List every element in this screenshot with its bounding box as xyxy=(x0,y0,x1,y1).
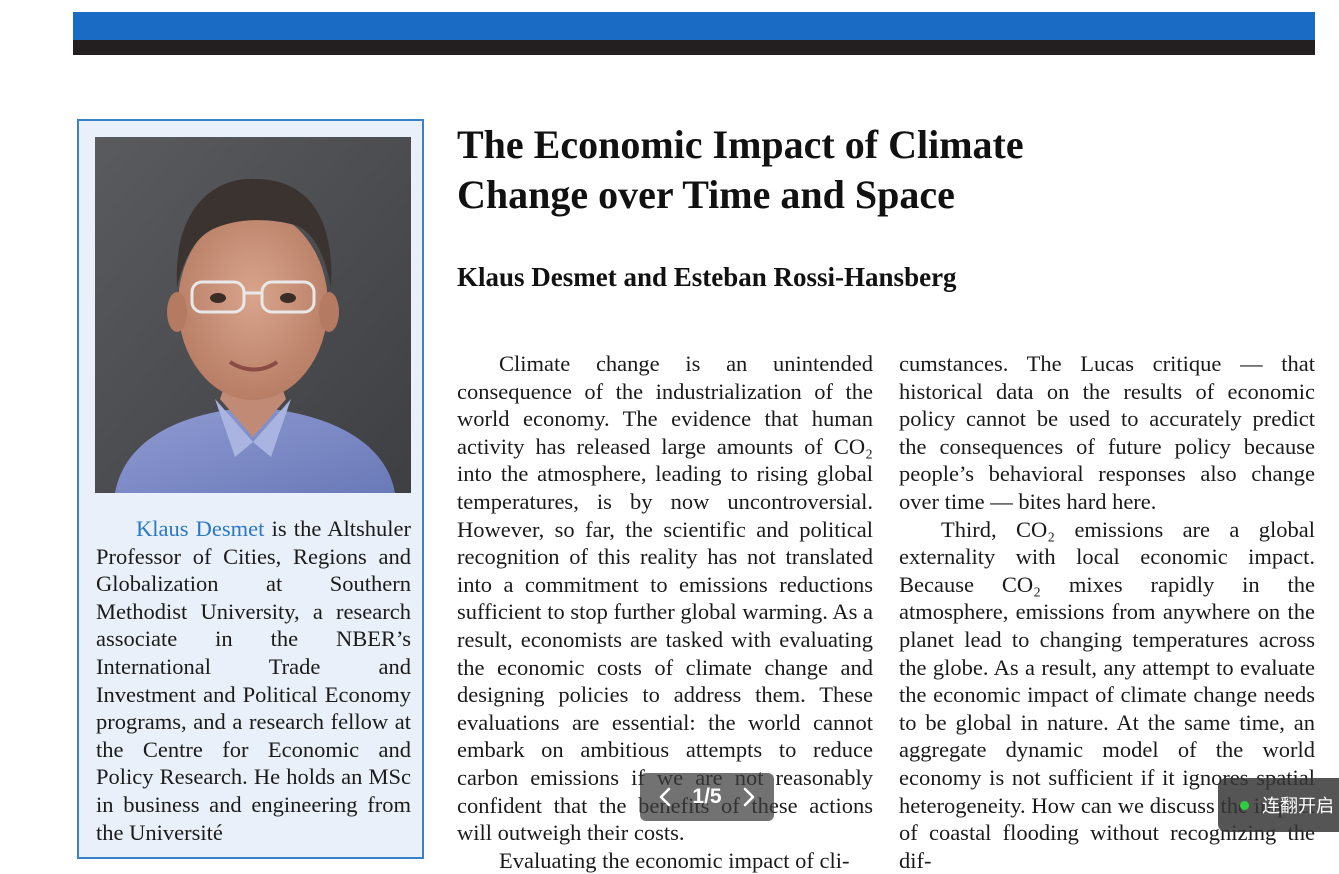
page-indicator: 1/5 xyxy=(692,785,722,808)
title-line-2: Change over Time and Space xyxy=(457,172,955,217)
status-dot-icon xyxy=(1240,800,1249,810)
prev-page-button[interactable] xyxy=(658,787,672,807)
paragraph: Climate change is an unintended conseque… xyxy=(457,351,873,846)
article-title: The Economic Impact of Climate Change ove… xyxy=(457,120,1157,220)
article-authors: Klaus Desmet and Esteban Rossi-Hansberg xyxy=(457,262,957,292)
author-photo xyxy=(95,137,411,493)
chevron-right-icon xyxy=(743,787,755,807)
chevron-left-icon xyxy=(659,787,671,807)
author-bio-text: is the Altshuler Professor of Cities, Re… xyxy=(96,516,411,845)
title-line-1: The Economic Impact of Climate xyxy=(457,122,1024,167)
paragraph: cumstances. The Lucas critique — that hi… xyxy=(899,351,1315,514)
next-page-button[interactable] xyxy=(742,787,756,807)
header-banner-dark xyxy=(73,40,1315,55)
author-sidebar: Klaus Desmet is the Altshuler Professor … xyxy=(77,119,424,859)
header-banner-blue xyxy=(73,12,1315,40)
toggle-label: 连翻开启 xyxy=(1262,796,1334,817)
author-portrait-image xyxy=(95,137,411,493)
author-name-link[interactable]: Klaus Desmet xyxy=(136,516,265,541)
body-column-left: Climate change is an unintended conseque… xyxy=(457,350,873,874)
page-navigator: 1/5 xyxy=(640,773,774,821)
paragraph: Evaluating the economic impact of cli- xyxy=(499,847,850,873)
author-bio: Klaus Desmet is the Altshuler Professor … xyxy=(96,515,411,846)
continuous-translate-toggle[interactable]: 连翻开启 xyxy=(1218,778,1339,832)
